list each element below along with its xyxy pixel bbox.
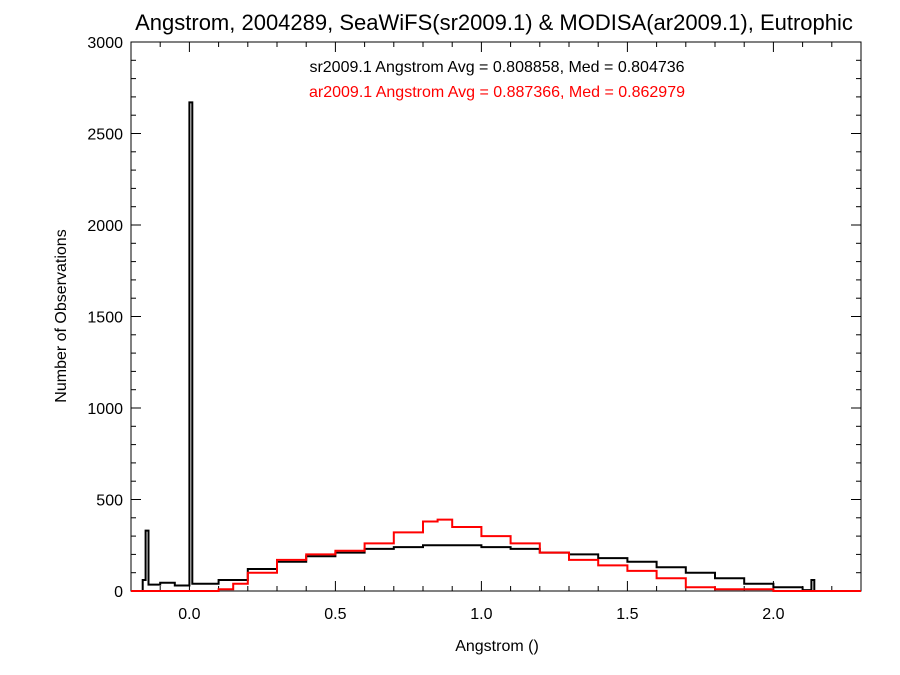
series-line-1 [131,518,861,592]
x-tick-label: 0.5 [324,606,346,623]
y-tick-label: 1000 [87,401,123,418]
series-group [131,101,861,592]
x-tick-label: 1.5 [616,606,638,623]
y-tick-label: 2500 [87,127,123,144]
y-tick-label: 1500 [87,310,123,327]
x-tick-label: 0.0 [178,606,200,623]
annotation-sr2009: sr2009.1 Angstrom Avg = 0.808858, Med = … [309,59,684,76]
series-line-0 [131,101,861,592]
x-tick-label: 2.0 [762,606,784,623]
annotation-ar2009: ar2009.1 Angstrom Avg = 0.887366, Med = … [309,84,685,101]
y-tick-label: 500 [96,493,123,510]
plot-frame [130,41,862,592]
y-tick-label: 0 [114,584,123,601]
y-tick-label: 2000 [87,218,123,235]
axis-ticks: 0.0 0.5 1.0 1.5 2.0 0 500 1000 1500 2000 2500 3000 [87,35,862,623]
y-axis-label: Number of Observations [53,229,70,402]
x-tick-label: 1.0 [470,606,492,623]
y-tick-label: 3000 [87,35,123,52]
x-axis-label: Angstrom () [455,638,539,655]
chart-title: Angstrom, 2004289, SeaWiFS(sr2009.1) & M… [135,10,853,35]
